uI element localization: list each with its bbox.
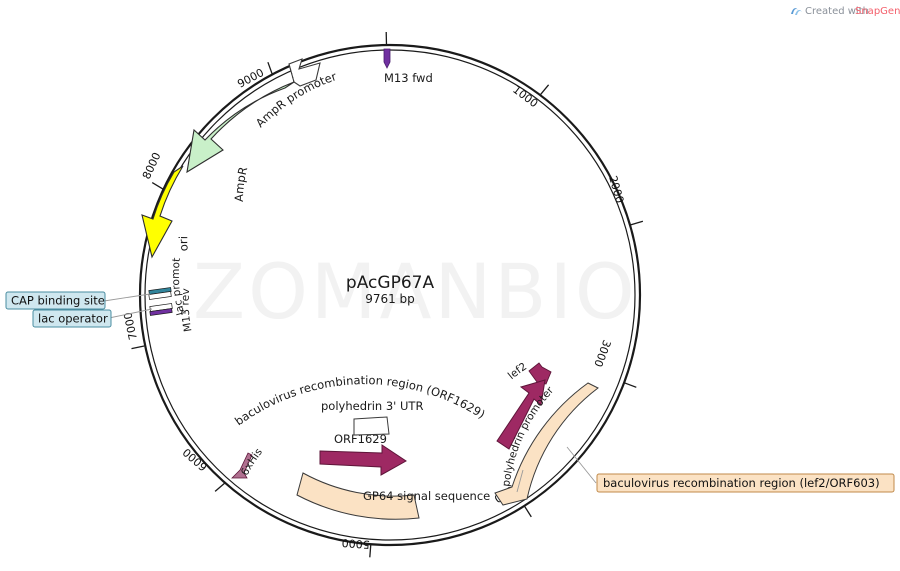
- polyhedrin-3utr-shape: [353, 416, 390, 436]
- feature-gp64-signal-sequence[interactable]: GP64 signal sequence: [296, 469, 524, 520]
- ampR-label: AmpR: [232, 165, 250, 202]
- lac-operator-callout-box: [32, 309, 112, 328]
- lef2-arrow-shape: [528, 362, 552, 385]
- ori-arrow-shape: [141, 165, 184, 259]
- feature-6xhis[interactable]: 6xHis: [231, 446, 265, 479]
- snapgene-credit: Created with SnapGene®: [791, 6, 900, 17]
- feature-polyhedrin-3utr[interactable]: polyhedrin 3' UTR: [321, 399, 423, 436]
- gp64-signal-sequence-label: GP64 signal sequence: [363, 489, 490, 503]
- lac-operator-leader: [108, 308, 153, 319]
- baculovirus-lef2-callout-box: [596, 473, 895, 493]
- tick-label: 3000: [591, 338, 613, 369]
- tick-label: 7000: [121, 311, 140, 341]
- orf603-arrow-shape: [496, 379, 546, 450]
- feature-ampR[interactable]: AmpR: [186, 81, 295, 202]
- tick-label: 8000: [140, 150, 164, 181]
- feature-ampR-promoter[interactable]: AmpR promoter: [253, 58, 339, 130]
- callout-cap-binding-site[interactable]: CAP binding site: [5, 291, 151, 310]
- tick-label: 2000: [606, 174, 626, 204]
- feature-orf1629[interactable]: ORF1629: [319, 432, 407, 476]
- ori-label: ori: [176, 236, 191, 252]
- tick-mark: [151, 182, 164, 190]
- gp64-leader-line: [516, 469, 524, 493]
- plasmid-name: pAcGP67A: [346, 273, 435, 293]
- lac-operator-shape: [149, 308, 173, 316]
- feature-m13-fwd[interactable]: M13 fwd: [383, 31, 433, 85]
- orf1629-label: ORF1629: [334, 432, 387, 446]
- tick-mark: [214, 482, 226, 492]
- m13-fwd-arrow-shape: [383, 48, 391, 69]
- snapgene-brand-text: SnapGene®: [855, 6, 900, 17]
- tick-label: 6000: [180, 445, 210, 473]
- tick-mark: [629, 220, 644, 226]
- orf1629-arrow-shape: [319, 444, 407, 476]
- cap-binding-site-callout-box: [5, 291, 106, 310]
- lac-operator-callout-label: lac operator: [38, 312, 108, 326]
- feature-lac-operator[interactable]: [149, 303, 173, 316]
- tick-mark: [369, 544, 372, 558]
- polyhedrin-3utr-label: polyhedrin 3' UTR: [321, 399, 423, 413]
- tick-mark: [623, 382, 637, 388]
- m13-fwd-label: M13 fwd: [384, 71, 433, 85]
- polyhedrin-promoter-shape: [494, 382, 599, 506]
- tick-label: 5000: [341, 536, 370, 551]
- baculovirus-lef2-leader: [566, 446, 597, 484]
- gp64-signal-sequence-shape: [296, 472, 420, 520]
- plasmid-size: 9761 bp: [365, 292, 415, 306]
- 6xhis-label: 6xHis: [239, 446, 265, 477]
- plasmid-center-label: pAcGP67A 9761 bp: [346, 273, 435, 306]
- callout-lac-operator[interactable]: lac operator: [32, 308, 153, 328]
- watermark-text: ZOMANBIO: [193, 247, 638, 336]
- ampR-arrow-shape: [186, 81, 295, 174]
- baculovirus-lef2-callout-label: baculovirus recombination region (lef2/O…: [603, 476, 880, 490]
- 6xhis-arrow-shape: [231, 452, 253, 479]
- tick-mark: [131, 345, 145, 350]
- cap-binding-site-callout-label: CAP binding site: [11, 294, 105, 308]
- snapgene-credit-text: Created with: [805, 6, 869, 17]
- cap-binding-site-box2: [148, 291, 172, 300]
- callout-baculovirus-lef2-orf603[interactable]: baculovirus recombination region (lef2/O…: [566, 446, 895, 493]
- feature-cap-binding-site[interactable]: [148, 287, 172, 300]
- ampR-promoter-arrow-shape: [288, 58, 321, 87]
- cap-binding-site-leader: [103, 293, 151, 302]
- tick-mark: [539, 84, 550, 96]
- tick-mark: [523, 505, 532, 518]
- tick-mark: [267, 61, 273, 75]
- snapgene-logo-icon: [791, 8, 802, 15]
- feature-ori[interactable]: ori: [141, 165, 191, 259]
- m13-rev-label: M13 rev: [180, 288, 195, 333]
- tick-label: 1000: [510, 83, 540, 110]
- lef2-label: lef2: [506, 361, 529, 382]
- ampR-promoter-divider: [288, 63, 295, 83]
- feature-m13-rev[interactable]: M13 rev: [180, 288, 195, 333]
- watermark: ZOMANBIO: [193, 247, 638, 336]
